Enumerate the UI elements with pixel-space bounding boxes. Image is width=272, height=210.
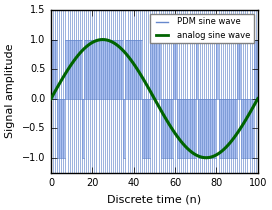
- X-axis label: Discrete time (n): Discrete time (n): [107, 195, 202, 205]
- Legend: PDM sine wave, analog sine wave: PDM sine wave, analog sine wave: [150, 14, 254, 43]
- Y-axis label: Signal amplitude: Signal amplitude: [5, 44, 15, 139]
